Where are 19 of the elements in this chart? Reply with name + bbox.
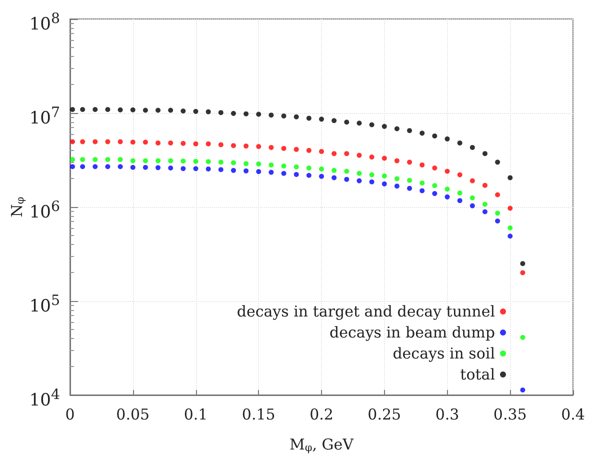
x-tick-label: 0.15 xyxy=(242,406,276,424)
x-tick-label: 0.2 xyxy=(310,406,334,424)
y-axis-title: Nφ xyxy=(8,196,26,218)
x-tick-label: 0.05 xyxy=(116,406,150,424)
legend-label: decays in beam dump xyxy=(330,324,495,342)
legend-label: decays in target and decay tunnel xyxy=(236,302,496,320)
y-tick-label: 10$^{6}$ xyxy=(29,198,60,223)
x-tick-label: 0.25 xyxy=(368,406,402,424)
x-tick-label: 0.35 xyxy=(493,406,527,424)
y-tick-label: 10$^{4}$ xyxy=(29,386,60,411)
y-tick-label: 10$^{7}$ xyxy=(29,104,60,129)
legend-label: total xyxy=(460,366,496,384)
x-tick-label: 0.1 xyxy=(184,406,208,424)
x-tick-label: 0 xyxy=(65,406,75,424)
x-tick-label: 0.4 xyxy=(561,406,585,424)
y-tick-label: 10$^{5}$ xyxy=(29,292,60,317)
legend-label: decays in soil xyxy=(392,344,496,362)
x-tick-label: 0.3 xyxy=(435,406,460,424)
y-tick-label: 10$^{8}$ xyxy=(29,10,60,35)
